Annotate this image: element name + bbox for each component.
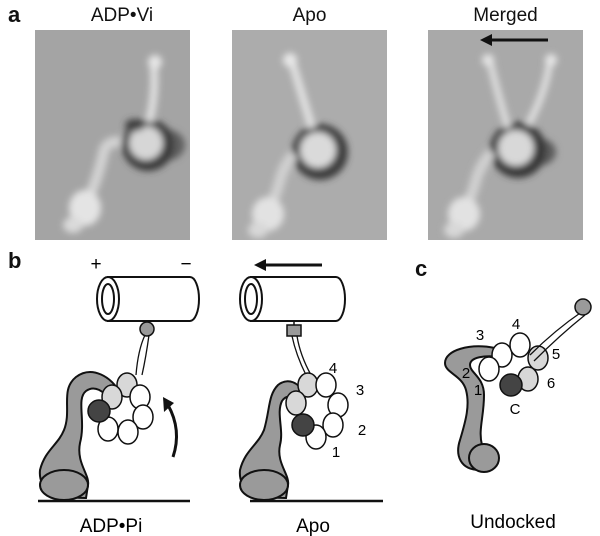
ring-c-c-label: C (510, 401, 521, 418)
panel-a-title-apo: Apo (292, 5, 327, 26)
stalk-left (135, 334, 150, 376)
undocked-label: Undocked (470, 512, 556, 533)
stalk-undocked (529, 310, 586, 362)
tail-left (38, 371, 122, 500)
ring-c-num-2: 2 (462, 365, 470, 382)
ring-num-4: 4 (329, 360, 337, 377)
ring-c-num-6: 6 (547, 375, 555, 392)
microtubule-right (239, 276, 346, 322)
stalk-right (291, 335, 312, 376)
apo-label: Apo (296, 516, 330, 536)
em-image-adpvi (35, 30, 190, 240)
diagram-panels-b-c: + − ADP•Pi (38, 254, 592, 536)
ring-num-3: 3 (356, 382, 364, 399)
ring-c-num-3: 3 (476, 327, 484, 344)
ring-c-num-5: 5 (552, 346, 560, 363)
adppi-label: ADP•Pi (80, 516, 143, 536)
aaa-ring-left (87, 372, 154, 445)
panel-b-letter: b (8, 248, 22, 273)
panel-a-title-adpvi: ADP•Vi (90, 5, 154, 26)
em-image-apo (232, 30, 387, 240)
panel-a-letter: a (8, 2, 21, 27)
mtbd-square (286, 324, 302, 337)
aaa-ring-undocked (478, 332, 549, 397)
ring-num-1: 1 (332, 444, 340, 461)
ring-num-2: 2 (358, 422, 366, 439)
ring-c-num-1: 1 (474, 382, 482, 399)
plus-end-label: + (90, 254, 101, 275)
aaa-ring-right (285, 372, 349, 450)
mtbd-undocked (574, 298, 592, 316)
panel-a-title-merged: Merged (473, 5, 538, 26)
panel-c-letter: c (415, 256, 428, 281)
rotation-arrow (166, 404, 179, 458)
ring-c-num-4: 4 (512, 316, 520, 333)
direction-arrow-head (480, 34, 492, 46)
microtubule-left (96, 276, 200, 322)
em-image-merged (428, 30, 583, 240)
tail-right (238, 380, 304, 500)
mtbd-round (139, 321, 155, 337)
minus-end-label: − (180, 254, 191, 275)
